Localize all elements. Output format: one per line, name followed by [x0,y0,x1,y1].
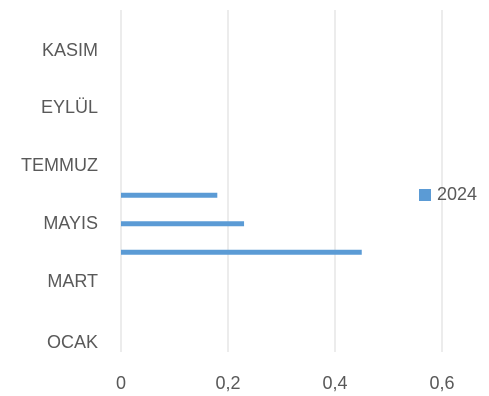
x-tick-label: 0,2 [215,373,240,393]
legend-label: 2024 [437,184,478,204]
y-category-label: TEMMUZ [21,155,98,175]
bar [121,192,218,198]
y-category-label: OCAK [47,332,98,352]
x-tick-label: 0 [116,373,126,393]
legend-swatch [419,188,431,201]
bars [121,192,362,255]
y-axis-labels: OCAK MART MAYIS TEMMUZ EYLÜL KASIM [21,40,98,352]
y-category-label: MART [47,271,98,291]
x-tick-label: 0,4 [322,373,347,393]
legend: 2024 [419,184,477,205]
y-category-label: EYLÜL [41,97,98,117]
y-category-label: KASIM [42,40,98,60]
x-axis-labels: 0 0,2 0,4 0,6 [116,373,455,393]
bar [121,221,245,227]
bar [121,249,362,255]
grid-lines [120,10,443,352]
x-tick-label: 0,6 [429,373,454,393]
y-category-label: MAYIS [43,213,98,233]
